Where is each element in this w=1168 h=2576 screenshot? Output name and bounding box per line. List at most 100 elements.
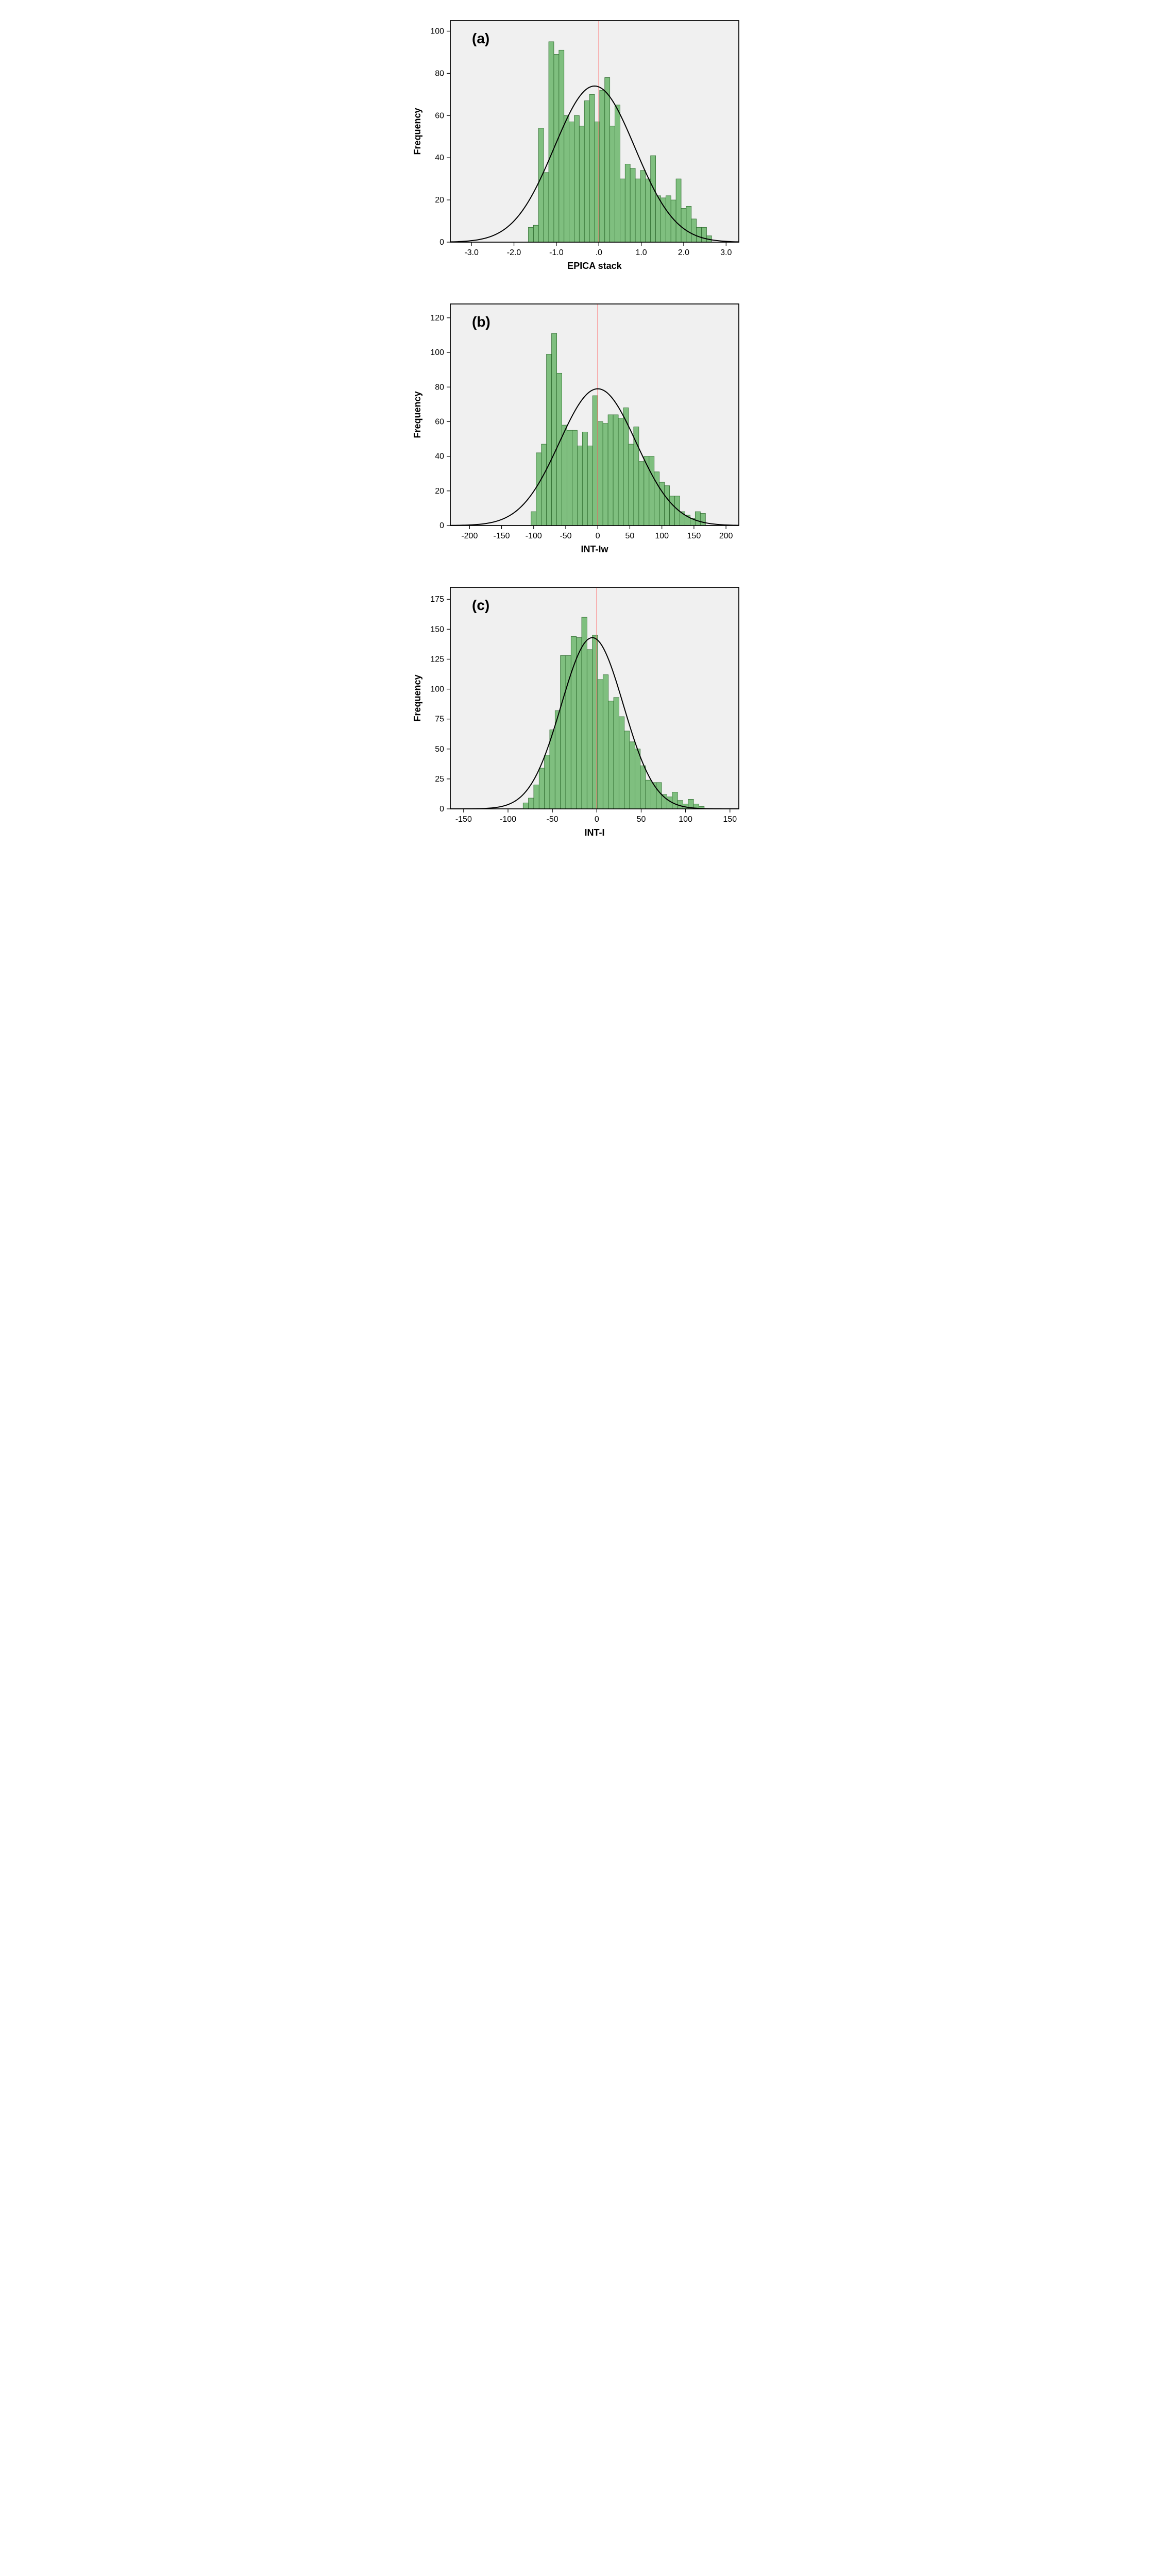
histogram-bar xyxy=(656,783,661,809)
histogram-bar xyxy=(555,710,560,809)
histogram-bar xyxy=(700,513,705,526)
histogram-bar xyxy=(615,105,620,242)
y-tick-label: 60 xyxy=(435,111,444,120)
y-tick-label: 120 xyxy=(430,314,444,323)
histogram-bar xyxy=(541,444,546,526)
histogram-bar xyxy=(630,168,635,242)
histogram-bar xyxy=(598,680,603,809)
y-tick-label: 100 xyxy=(430,348,444,357)
x-tick-label: -100 xyxy=(525,532,541,540)
y-tick-label: 0 xyxy=(439,238,444,247)
histogram-bar xyxy=(582,432,587,526)
x-tick-label: 150 xyxy=(723,815,737,824)
histogram-bar xyxy=(628,444,633,526)
y-tick-label: 20 xyxy=(435,196,444,205)
x-tick-label: -150 xyxy=(455,815,471,824)
histogram-bar xyxy=(664,486,669,526)
x-axis-label: INT-Iw xyxy=(581,544,608,554)
histogram-bar xyxy=(614,698,619,809)
panel-a: -3.0-2.0-1.0.01.02.03.0020406080100EPICA… xyxy=(404,10,765,278)
histogram-panel-b: -200-150-100-500501001502000204060801001… xyxy=(404,294,754,562)
x-tick-label: -200 xyxy=(461,532,478,540)
histogram-bar xyxy=(645,179,650,242)
x-tick-label: 150 xyxy=(687,532,701,540)
histogram-bar xyxy=(566,655,571,809)
y-tick-label: 75 xyxy=(435,715,444,724)
histogram-panel-a: -3.0-2.0-1.0.01.02.03.0020406080100EPICA… xyxy=(404,10,754,278)
histogram-bar xyxy=(598,421,603,526)
histogram-bar xyxy=(667,797,672,809)
x-axis-label: INT-I xyxy=(584,827,604,838)
histogram-bar xyxy=(551,333,556,526)
panel-label: (c) xyxy=(472,597,489,613)
histogram-panel-c: -150-100-500501001500255075100125150175I… xyxy=(404,577,754,845)
y-axis-label: Frequency xyxy=(412,108,422,155)
histogram-bar xyxy=(560,655,565,809)
histogram-bar xyxy=(620,179,625,242)
histogram-bar xyxy=(630,742,635,809)
histogram-bar xyxy=(549,730,554,809)
y-tick-label: 80 xyxy=(435,383,444,392)
histogram-bar xyxy=(577,446,582,526)
histogram-bar xyxy=(701,227,706,242)
histogram-bar xyxy=(539,768,544,809)
histogram-bar xyxy=(691,219,696,242)
histogram-bar xyxy=(587,650,592,809)
histogram-bar xyxy=(599,90,604,242)
histogram-bar xyxy=(610,126,615,242)
y-tick-label: 60 xyxy=(435,417,444,426)
histogram-bar xyxy=(676,179,681,242)
histogram-bar xyxy=(572,430,577,526)
x-tick-label: -50 xyxy=(546,815,558,824)
histogram-bar xyxy=(576,638,581,809)
x-tick-label: -100 xyxy=(499,815,516,824)
histogram-bar xyxy=(531,512,536,526)
histogram-bar xyxy=(558,50,564,242)
y-tick-label: 100 xyxy=(430,27,444,36)
histogram-bar xyxy=(635,749,640,809)
histogram-bar xyxy=(649,456,654,526)
histogram-bar xyxy=(569,122,574,242)
histogram-bar xyxy=(603,423,608,526)
histogram-bar xyxy=(661,198,666,242)
y-tick-label: 175 xyxy=(430,595,444,604)
x-tick-label: -50 xyxy=(560,532,571,540)
histogram-bar xyxy=(655,196,661,242)
histogram-bar xyxy=(608,415,613,526)
histogram-bar xyxy=(695,512,700,526)
x-tick-label: 1.0 xyxy=(635,248,647,257)
x-tick-label: -1.0 xyxy=(549,248,564,257)
histogram-bar xyxy=(523,803,528,809)
histogram-bar xyxy=(549,42,554,242)
y-tick-label: 40 xyxy=(435,154,444,162)
y-tick-label: 20 xyxy=(435,487,444,496)
y-tick-label: 50 xyxy=(435,745,444,754)
histogram-bar xyxy=(686,206,691,242)
histogram-bar xyxy=(618,418,623,526)
y-axis-label: Frequency xyxy=(412,391,422,438)
histogram-bar xyxy=(669,496,674,526)
histogram-bar xyxy=(533,785,538,809)
panel-label: (a) xyxy=(472,30,489,46)
histogram-bar xyxy=(544,755,549,809)
histogram-bar xyxy=(613,415,618,526)
histogram-bar xyxy=(650,156,655,242)
x-tick-label: 50 xyxy=(625,532,634,540)
histogram-bar xyxy=(528,798,533,809)
histogram-bar xyxy=(635,179,640,242)
histogram-bar xyxy=(564,115,569,242)
histogram-bar xyxy=(567,430,572,526)
y-tick-label: 80 xyxy=(435,69,444,78)
histogram-bar xyxy=(666,196,671,242)
histogram-bar xyxy=(640,171,645,242)
y-tick-label: 100 xyxy=(430,685,444,694)
histogram-bar xyxy=(646,780,651,809)
x-tick-label: 3.0 xyxy=(720,248,732,257)
histogram-bar xyxy=(640,766,645,809)
y-axis-label: Frequency xyxy=(412,674,422,721)
x-tick-label: 200 xyxy=(719,532,733,540)
histogram-bar xyxy=(536,453,541,526)
histogram-bar xyxy=(604,78,610,242)
x-tick-label: -3.0 xyxy=(464,248,479,257)
x-tick-label: .0 xyxy=(595,248,602,257)
